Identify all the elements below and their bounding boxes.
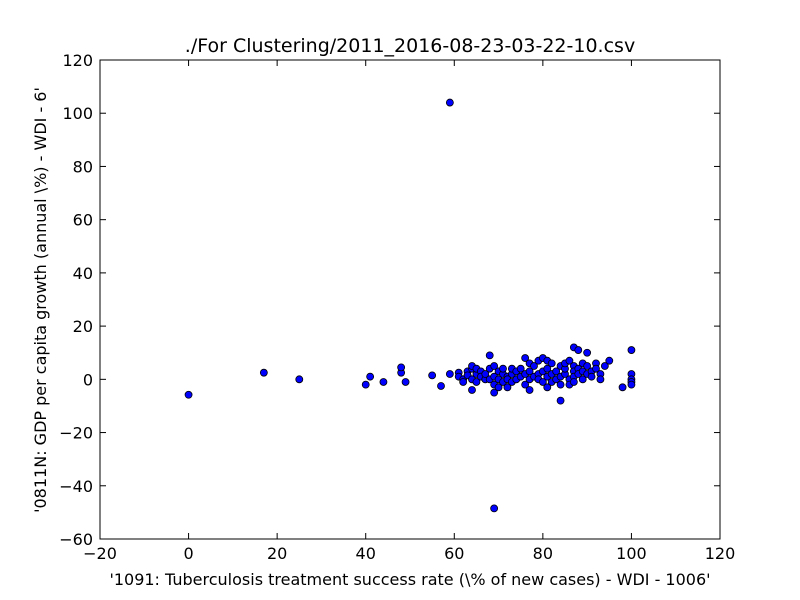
y-tick-label: 80	[73, 157, 93, 176]
chart-title: ./For Clustering/2011_2016-08-23-03-22-1…	[185, 35, 635, 57]
scatter-point	[530, 362, 538, 370]
scatter-point	[459, 378, 468, 386]
scatter-point	[596, 375, 605, 384]
scatter-point	[401, 378, 410, 386]
scatter-point	[543, 364, 552, 373]
scatter-point	[627, 346, 636, 354]
scatter-point	[521, 380, 530, 389]
x-tick-label: 40	[356, 544, 376, 563]
scatter-point	[569, 378, 578, 386]
y-tick-label: 0	[83, 370, 93, 389]
scatter-point	[600, 362, 609, 370]
x-tick-label: 20	[267, 544, 287, 563]
scatter-point	[521, 354, 530, 362]
scatter-point	[516, 364, 525, 373]
scatter-point	[379, 378, 388, 386]
scatter-point	[556, 396, 565, 405]
x-tick-label: 120	[705, 544, 736, 563]
scatter-point	[428, 371, 437, 380]
y-axis-label: '0811N: GDP per capita growth (annual \%…	[31, 87, 50, 513]
scatter-point	[259, 368, 268, 377]
scatter-point	[437, 382, 445, 390]
scatter-point	[543, 383, 552, 392]
x-tick-label: −20	[83, 544, 117, 563]
scatter-point	[361, 380, 370, 389]
x-tick-label: 60	[444, 544, 464, 563]
scatter-point	[490, 362, 499, 370]
scatter-point	[574, 346, 583, 354]
scatter-point	[538, 378, 547, 386]
scatter-point	[547, 359, 556, 368]
y-tick-label: 20	[73, 317, 93, 336]
scatter-point	[481, 370, 490, 378]
scatter-point	[184, 390, 193, 399]
scatter-point	[499, 364, 507, 373]
scatter-point	[366, 372, 375, 381]
y-tick-label: −40	[59, 477, 93, 496]
scatter-point	[552, 367, 561, 376]
y-tick-label: −60	[59, 530, 93, 549]
scatter-point	[556, 380, 565, 389]
scatter-point	[295, 375, 304, 384]
scatter-point	[525, 386, 534, 394]
scatter-point	[583, 348, 592, 357]
scatter-point	[618, 383, 627, 392]
y-tick-label: 100	[62, 104, 93, 123]
y-tick-label: 40	[73, 264, 93, 283]
x-tick-label: 100	[616, 544, 647, 563]
y-tick-label: −20	[59, 424, 93, 443]
scatter-point	[490, 504, 499, 513]
x-tick-label: 80	[533, 544, 553, 563]
scatter-point	[485, 351, 494, 360]
scatter-point	[490, 388, 499, 397]
scatter-point	[468, 386, 476, 394]
scatter-point	[525, 367, 534, 376]
scatter-point	[445, 370, 454, 378]
scatter-point	[583, 362, 592, 370]
axis-ticks: −20 0 20 40 60 80 100 120 −60 −40 −20 0 20 40 60 80 100 1…	[59, 51, 735, 563]
scatter-point	[565, 356, 574, 365]
scatter-point	[397, 363, 406, 372]
y-tick-label: 60	[73, 211, 93, 230]
data-points	[184, 98, 636, 513]
plot-area	[99, 59, 721, 540]
x-axis-label: '1091: Tuberculosis treatment success ra…	[109, 570, 710, 589]
x-tick-label: 0	[183, 544, 193, 563]
scatter-point	[445, 98, 454, 107]
scatter-point	[587, 372, 596, 381]
scatter-point	[592, 364, 600, 373]
scatter-point	[472, 378, 481, 386]
y-tick-label: 120	[62, 51, 93, 70]
scatter-point	[494, 383, 503, 392]
scatter-point	[605, 356, 614, 365]
scatter-point	[578, 375, 587, 384]
scatter-point	[627, 380, 636, 389]
scatter-point	[503, 383, 512, 392]
